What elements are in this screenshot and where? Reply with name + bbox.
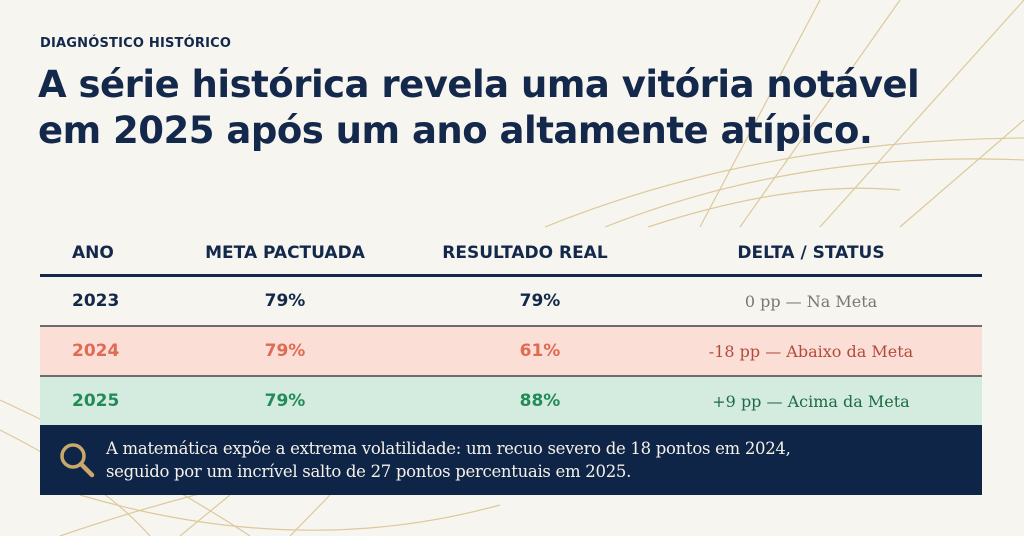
insight-callout: A matemática expõe a extrema volatilidad…: [40, 425, 982, 495]
header-meta: META PACTUADA: [205, 243, 365, 263]
table-row-2024: 2024 79% 61% -18 pp — Abaixo da Meta: [40, 327, 982, 377]
cell-year: 2024: [72, 341, 120, 361]
cell-meta: 79%: [264, 291, 306, 311]
header-delta: DELTA / STATUS: [737, 243, 885, 263]
cell-year: 2023: [72, 291, 120, 311]
cell-year: 2025: [72, 391, 120, 411]
cell-delta: -18 pp — Abaixo da Meta: [708, 341, 914, 361]
cell-delta: 0 pp — Na Meta: [744, 291, 878, 311]
table-row-2023: 2023 79% 79% 0 pp — Na Meta: [40, 277, 982, 327]
cell-result: 61%: [519, 341, 561, 361]
cell-result: 79%: [519, 291, 561, 311]
header-resultado: RESULTADO REAL: [442, 243, 608, 263]
cell-meta: 79%: [264, 341, 306, 361]
cell-delta: +9 pp — Acima da Meta: [712, 391, 910, 411]
callout-text: A matemática expõe a extrema volatilidad…: [106, 437, 791, 483]
cell-result: 88%: [519, 391, 561, 411]
callout-line-1: A matemática expõe a extrema volatilidad…: [106, 439, 791, 458]
table-row-2025: 2025 79% 88% +9 pp — Acima da Meta: [40, 377, 982, 425]
magnifier-icon: [48, 440, 106, 480]
header-ano: ANO: [72, 243, 114, 263]
cell-meta: 79%: [264, 391, 306, 411]
eyebrow-label: DIAGNÓSTICO HISTÓRICO: [40, 36, 232, 51]
callout-line-2: seguido por um incrível salto de 27 pont…: [106, 462, 632, 481]
page-title: A série histórica revela uma vitória not…: [38, 63, 920, 152]
table-header: ANO META PACTUADA RESULTADO REAL DELTA /…: [40, 232, 982, 277]
results-table: ANO META PACTUADA RESULTADO REAL DELTA /…: [40, 232, 982, 425]
